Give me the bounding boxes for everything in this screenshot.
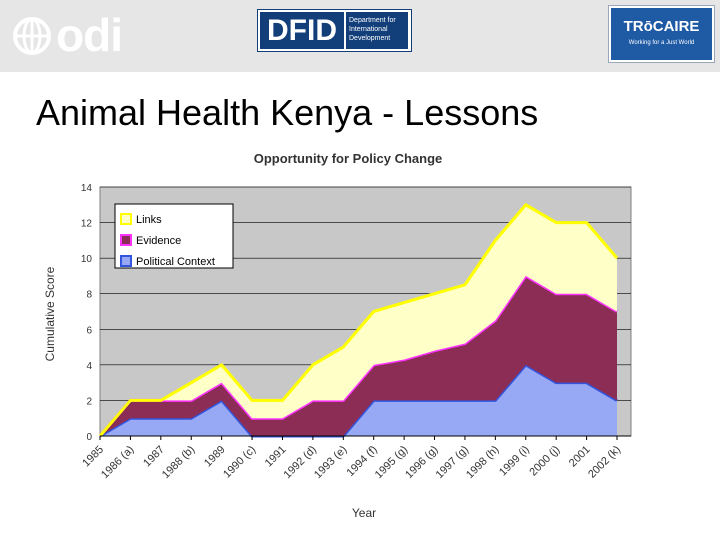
y-tick-label: 6 [86,325,92,336]
trocaire-logo-main: TRōCAIRE [623,18,700,35]
slide-title: Animal Health Kenya - Lessons [36,92,539,133]
x-tick-label: 1991 [263,444,289,470]
y-tick-label: 12 [81,219,93,230]
x-tick-label: 1998 (h) [464,444,501,481]
odi-logo-text: odi [56,9,123,61]
legend-swatch [120,213,132,225]
dfid-logo-main: DFID [260,12,344,49]
y-tick-label: 2 [86,396,92,407]
area-links [100,204,617,436]
trocaire-logo-sub: Working for a Just World [628,40,695,46]
edge-links [98,203,619,437]
header-bar: odi DFID Department for International De… [0,0,720,72]
x-tick-label: 1996 (g) [403,444,440,481]
legend-box [114,203,234,269]
x-tick-label: 1988 (b) [160,444,197,481]
x-tick-label: 2001 [567,444,593,470]
y-axis-label: Cumulative Score [43,266,57,361]
dfid-logo: DFID Department for International Develo… [257,9,412,52]
legend-label: Evidence [136,235,181,247]
area-chart: Opportunity for Policy Change Cumulative… [43,151,632,520]
x-tick-label: 1997 (g) [434,444,471,481]
x-tick-label: 1999 (i) [497,444,532,479]
x-tick-label: 1989 [202,444,228,470]
y-tick-label: 4 [86,361,92,372]
chart-title: Opportunity for Policy Change [254,151,443,166]
x-tick-label: 1985 [80,444,106,470]
globe-icon [13,17,51,55]
legend-swatch [120,234,132,246]
x-tick-label: 1993 (e) [312,444,349,481]
x-tick-label: 1992 (d) [282,444,319,481]
x-tick-label: 1986 (a) [99,444,136,481]
legend-label: Political Context [136,256,215,268]
chart-legend: Links Evidence Political Context [114,203,234,269]
x-tick-label: 2000 (j) [527,444,562,479]
y-tick-label: 8 [86,290,92,301]
trocaire-logo: TRōCAIRE Working for a Just World [609,6,714,62]
x-axis-label: Year [352,506,376,520]
area-evidence [100,275,617,436]
edge-evidence [98,274,618,437]
dfid-logo-sub: Department for International Development [346,12,408,49]
y-tick-label: 14 [81,183,93,194]
x-tick-label: 2002 (k) [586,444,623,481]
x-tick-label: 1995 (g) [373,444,410,481]
y-tick-label: 0 [86,432,92,443]
x-tick-label: 1987 [141,444,167,470]
area-political-context [100,364,617,436]
odi-logo: odi [12,8,123,61]
legend-label: Links [136,214,162,226]
y-tick-label: 10 [81,254,93,265]
x-tick-label: 1990 (c) [221,444,258,481]
legend-swatch [120,255,132,267]
